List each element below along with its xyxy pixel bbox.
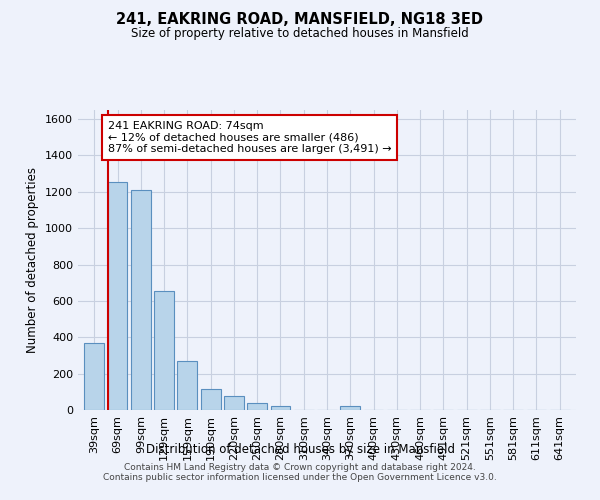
Bar bbox=[107, 182, 127, 410]
Bar bbox=[131, 190, 151, 410]
Bar bbox=[224, 396, 244, 410]
Text: Size of property relative to detached houses in Mansfield: Size of property relative to detached ho… bbox=[131, 28, 469, 40]
Bar bbox=[247, 402, 267, 410]
Bar bbox=[340, 406, 360, 410]
Bar bbox=[178, 361, 197, 410]
Bar bbox=[201, 389, 221, 410]
Y-axis label: Number of detached properties: Number of detached properties bbox=[26, 167, 40, 353]
Text: 241, EAKRING ROAD, MANSFIELD, NG18 3ED: 241, EAKRING ROAD, MANSFIELD, NG18 3ED bbox=[116, 12, 484, 28]
Text: Distribution of detached houses by size in Mansfield: Distribution of detached houses by size … bbox=[146, 442, 455, 456]
Bar bbox=[154, 291, 174, 410]
Text: Contains HM Land Registry data © Crown copyright and database right 2024.
Contai: Contains HM Land Registry data © Crown c… bbox=[103, 463, 497, 482]
Bar bbox=[271, 406, 290, 410]
Bar bbox=[85, 342, 104, 410]
Text: 241 EAKRING ROAD: 74sqm
← 12% of detached houses are smaller (486)
87% of semi-d: 241 EAKRING ROAD: 74sqm ← 12% of detache… bbox=[108, 121, 391, 154]
